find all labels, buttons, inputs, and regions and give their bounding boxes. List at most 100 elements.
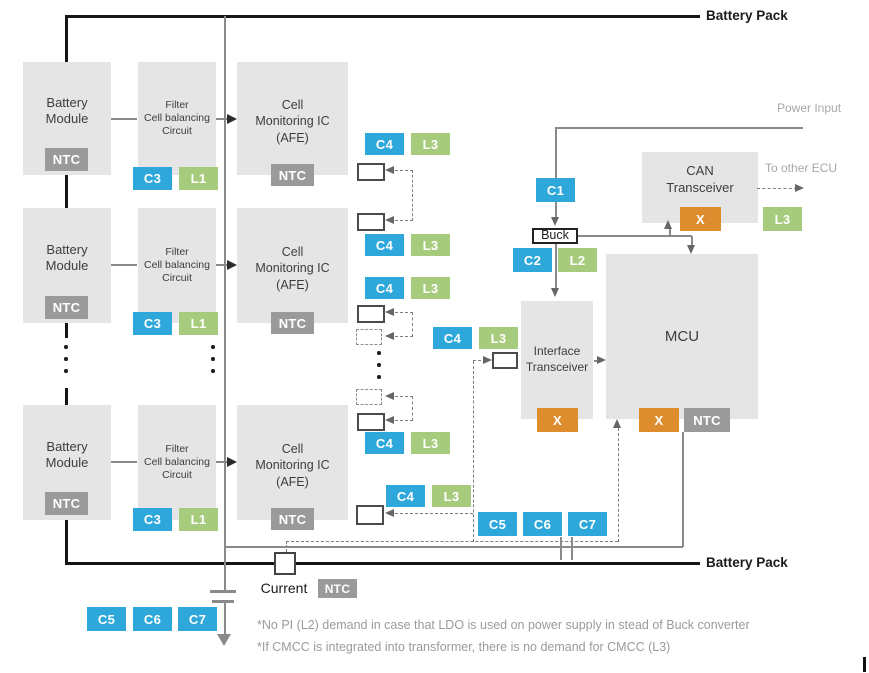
power-drop-line xyxy=(555,127,557,218)
filter-circuit-1 xyxy=(138,62,216,175)
c5-badge: C5 xyxy=(87,607,126,631)
buck-interface-arrow xyxy=(551,288,559,297)
c7-badge: C7 xyxy=(568,512,607,536)
l3-badge: L3 xyxy=(411,133,450,155)
cursor-tick xyxy=(863,657,866,672)
isolation-box-dashed xyxy=(356,329,382,345)
chain-arrow xyxy=(385,308,394,316)
chain-dash xyxy=(395,220,413,221)
buck-converter xyxy=(532,228,578,244)
chain-dash xyxy=(412,170,413,221)
mcu xyxy=(606,254,758,419)
ntc-badge: NTC xyxy=(45,296,88,319)
bottom-battery-pack-rail xyxy=(65,562,700,565)
chain-arrow xyxy=(385,166,394,174)
bottom-battery-pack-label: Battery Pack xyxy=(706,555,788,570)
ellipsis-dot xyxy=(211,345,215,349)
filter-circuit-2 xyxy=(138,208,216,323)
chain-arrow xyxy=(385,332,394,340)
x-badge: X xyxy=(537,408,578,432)
isolation-box xyxy=(357,413,385,431)
to-other-ecu-label: To other ECU xyxy=(765,161,838,175)
chain-dash xyxy=(395,336,413,337)
ntc-badge: NTC xyxy=(684,408,730,432)
ntc-badge: NTC xyxy=(271,164,314,186)
battery-module-2-label: Battery Module xyxy=(45,242,89,274)
buck-mcu-arrow xyxy=(687,245,695,254)
chain-arrow xyxy=(385,216,394,224)
power-input-line xyxy=(555,127,803,129)
footnote-2: *If CMCC is integrated into transformer,… xyxy=(257,640,671,654)
cell-monitoring-ic-2 xyxy=(237,208,348,323)
filter-circuit-1-label: Filter Cell balancing Circuit xyxy=(144,99,210,138)
c6-badge: C6 xyxy=(133,607,172,631)
filter-afe-arrow xyxy=(227,457,237,467)
can-transceiver-label: CAN Transceiver xyxy=(666,163,734,195)
isolation-box xyxy=(356,505,384,525)
c4-badge: C4 xyxy=(365,234,404,256)
l3-badge: L3 xyxy=(763,207,802,231)
pack-tap xyxy=(571,537,573,560)
module-filter-link xyxy=(111,461,137,463)
filter-afe-link xyxy=(216,118,228,120)
ntc-badge: NTC xyxy=(271,312,314,334)
interface-mcu-arrow xyxy=(597,356,606,364)
ellipsis-dot xyxy=(377,351,381,355)
interface-transceiver-label: Interface Transceiver xyxy=(525,344,589,374)
chain-dash xyxy=(412,396,413,421)
ellipsis-dot xyxy=(64,357,68,361)
pack-tap xyxy=(560,537,562,560)
c1-badge: C1 xyxy=(536,178,575,202)
filter-circuit-3-label: Filter Cell balancing Circuit xyxy=(144,443,210,482)
c4-badge: C4 xyxy=(365,133,404,155)
battery-module-1-label: Battery Module xyxy=(45,95,89,127)
l3-badge: L3 xyxy=(411,432,450,454)
power-buck-arrow xyxy=(551,217,559,226)
c4-badge: C4 xyxy=(365,432,404,454)
top-battery-pack-label: Battery Pack xyxy=(706,8,788,23)
chain-dash xyxy=(395,396,413,397)
c3-badge: C3 xyxy=(133,167,172,190)
comm-interface-arrow xyxy=(483,356,492,364)
buck-can-arrow xyxy=(664,220,672,229)
filter-afe-link xyxy=(216,264,228,266)
string-wire xyxy=(65,16,68,62)
ellipsis-dot xyxy=(64,345,68,349)
isolation-box xyxy=(357,305,385,323)
sense-line xyxy=(224,16,226,591)
string-wire xyxy=(65,323,68,338)
battery-module-3-label: Battery Module xyxy=(45,439,89,471)
l3-badge: L3 xyxy=(411,277,450,299)
chain-dash xyxy=(395,170,413,171)
chain-dash xyxy=(395,312,413,313)
c7-badge: C7 xyxy=(178,607,217,631)
l3-badge: L3 xyxy=(411,234,450,256)
c4-badge: C4 xyxy=(365,277,404,299)
c4-badge: C4 xyxy=(433,327,472,349)
ellipsis-dot xyxy=(211,369,215,373)
buck-right-line xyxy=(578,235,692,237)
comm-bus-to-mcu xyxy=(618,428,619,542)
chain-dash xyxy=(395,420,413,421)
ground-stem xyxy=(224,603,226,635)
string-wire xyxy=(65,175,68,208)
c3-badge: C3 xyxy=(133,312,172,335)
ntc-badge: NTC xyxy=(271,508,314,530)
footnote-1: *No PI (L2) demand in case that LDO is u… xyxy=(257,618,750,632)
comm-into-interface xyxy=(473,360,486,361)
l1-badge: L1 xyxy=(179,312,218,335)
ntc-badge: NTC xyxy=(318,579,357,598)
c2-badge: C2 xyxy=(513,248,552,272)
buck-interface-line xyxy=(555,244,557,289)
mcu-label: MCU xyxy=(664,328,700,345)
current-shunt xyxy=(274,552,296,575)
capacitor-plate xyxy=(212,600,234,603)
filter-afe-link xyxy=(216,461,228,463)
can-ecu-arrow xyxy=(795,184,804,192)
mcu-ntc-line-h xyxy=(224,546,683,548)
ellipsis-dot xyxy=(377,363,381,367)
c3-badge: C3 xyxy=(133,508,172,531)
ellipsis-dot xyxy=(211,357,215,361)
chain-dash xyxy=(395,513,473,514)
